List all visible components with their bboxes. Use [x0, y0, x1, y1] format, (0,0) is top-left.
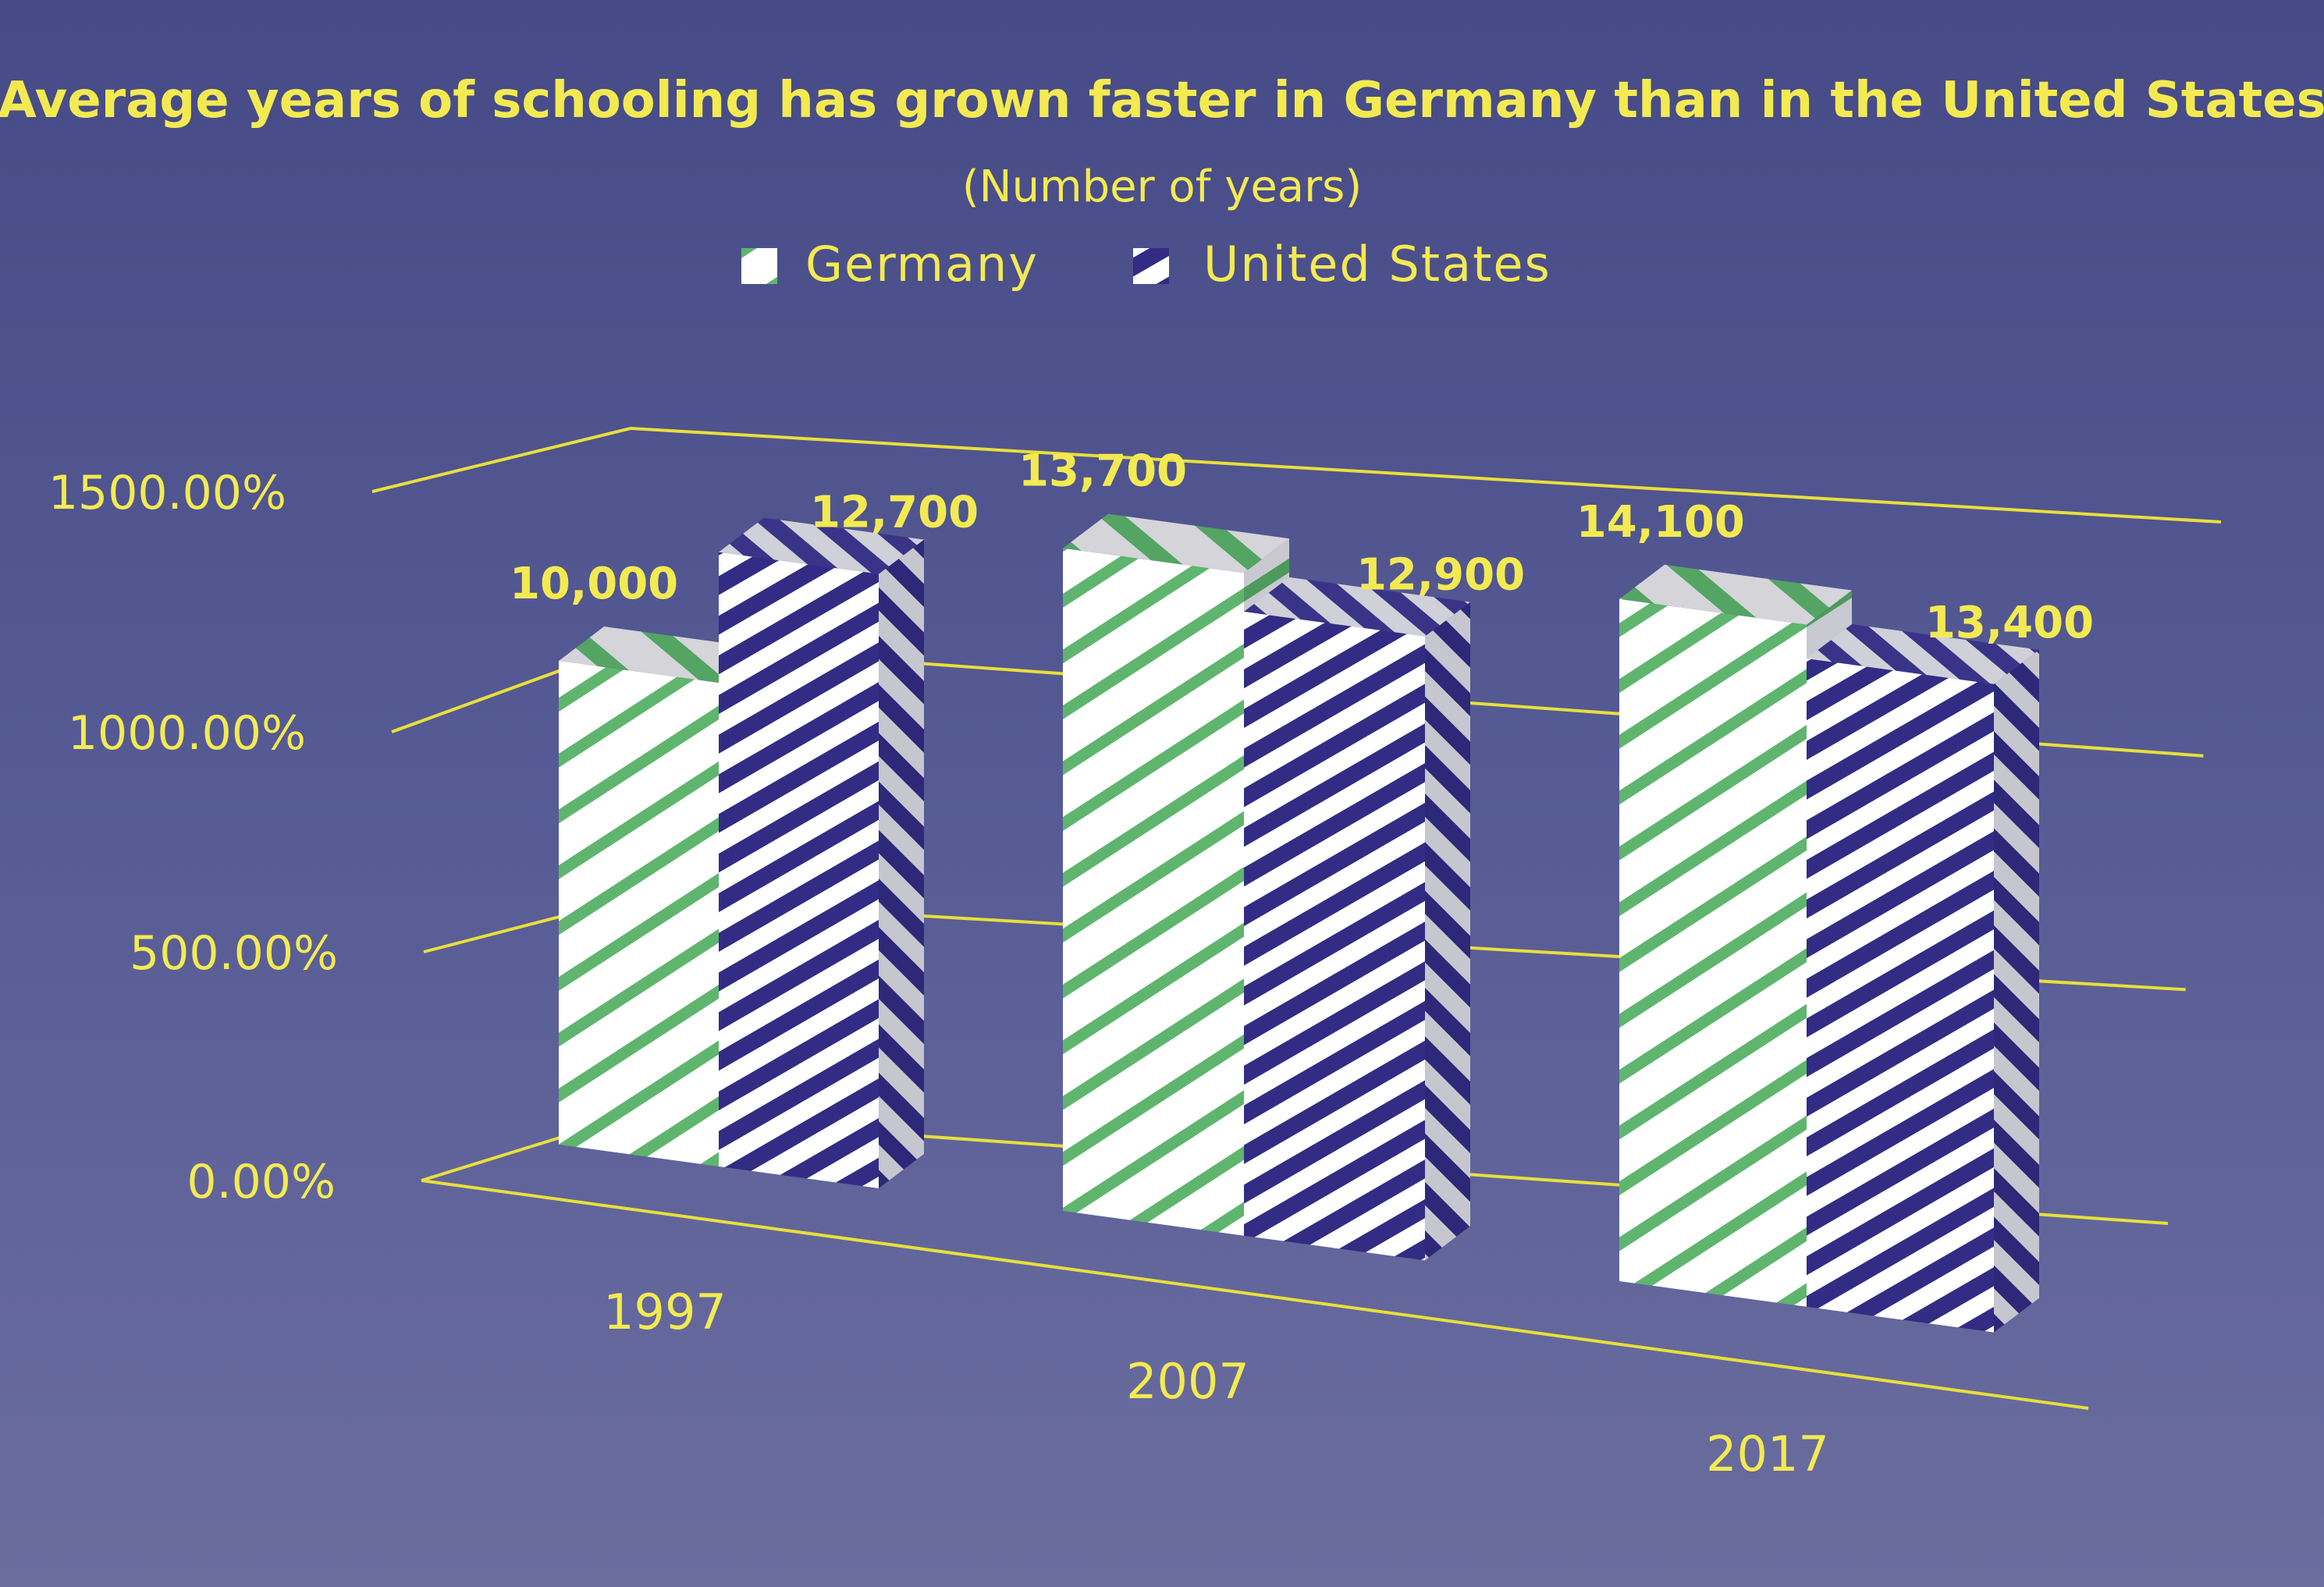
bar-front [1063, 548, 1244, 1236]
chart-title: Average years of schooling has grown fas… [0, 72, 2324, 130]
bar-side [879, 539, 924, 1188]
y-axis: 0.00% 500.00% 1000.00% 1500.00% [48, 466, 338, 1209]
y-tick-label: 1500.00% [48, 466, 286, 520]
floor-edge [421, 1179, 2089, 1410]
data-label: 13,700 [1018, 446, 1187, 497]
data-label: 13,400 [1925, 598, 2094, 648]
x-axis: 1997 2007 2017 [603, 1283, 1829, 1482]
legend-label-united-states: United States [1203, 236, 1551, 293]
y-tick-label: 0.00% [187, 1155, 336, 1209]
gridline [371, 426, 2222, 524]
x-tick-label: 2007 [1126, 1353, 1249, 1410]
bar-top [1244, 577, 1470, 637]
legend-swatch-germany [741, 248, 777, 284]
legend-swatch-united-states [1133, 248, 1169, 284]
legend-label-germany: Germany [805, 236, 1039, 293]
bar-front [719, 552, 879, 1188]
x-tick-label: 1997 [603, 1283, 727, 1340]
bars: 10,000 12,700 13,700 12,900 14,100 13,400 [510, 446, 2094, 1333]
y-tick-label: 1000.00% [68, 706, 306, 761]
bar-top [559, 627, 764, 683]
bar-top [719, 517, 924, 574]
bar-top [1063, 513, 1289, 573]
x-tick-label: 2017 [1706, 1425, 1829, 1482]
bar-top [1807, 624, 2039, 684]
bar-side [1994, 649, 2039, 1333]
bar-top [1619, 564, 1852, 625]
bar-front [1244, 611, 1425, 1261]
y-tick-label: 500.00% [130, 926, 338, 981]
data-label: 12,900 [1356, 550, 1525, 601]
bar-united-states-2017 [1807, 624, 2039, 1333]
data-label: 12,700 [810, 488, 979, 538]
bar-front [1807, 659, 1994, 1333]
data-label: 10,000 [510, 559, 678, 609]
chart-subtitle: (Number of years) [962, 162, 1362, 212]
legend: Germany United States [741, 236, 1551, 293]
data-label: 14,100 [1576, 497, 1745, 548]
bar-front [1619, 598, 1807, 1307]
bar-united-states-2007 [1244, 577, 1470, 1261]
bar-united-states-1997 [719, 517, 924, 1188]
bar-front [559, 661, 719, 1166]
bar-side [1425, 602, 1470, 1261]
